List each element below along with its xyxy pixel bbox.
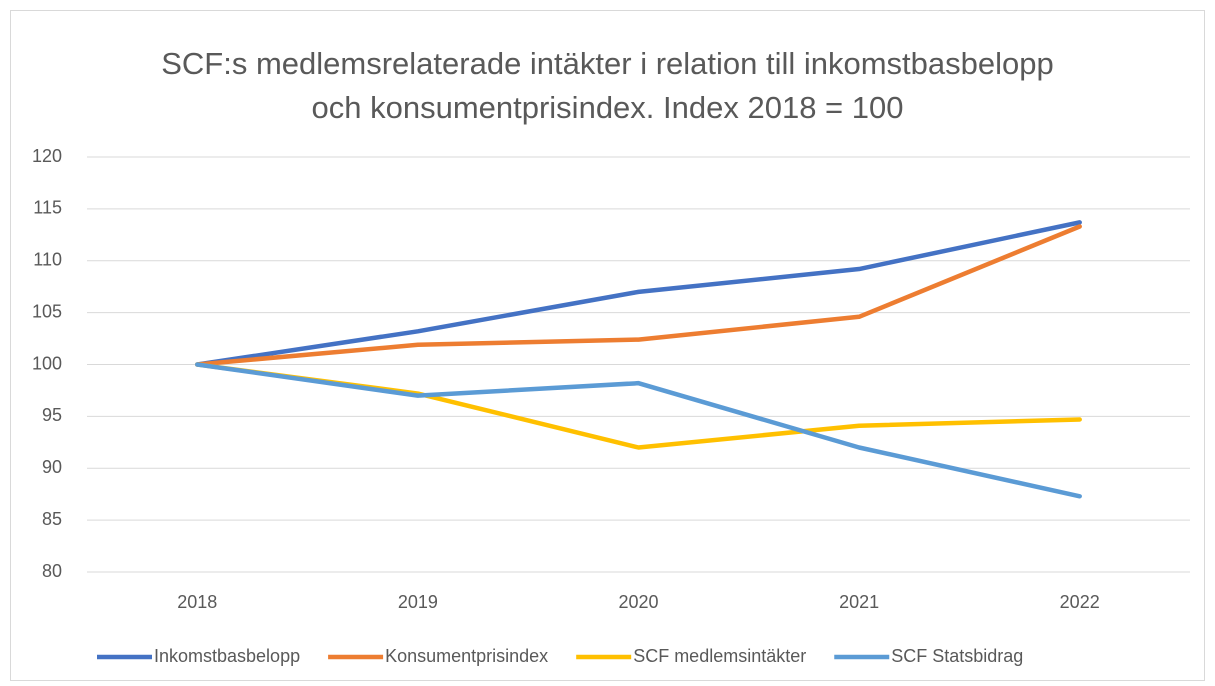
legend-label: SCF medlemsintäkter (633, 646, 806, 666)
series-line (195, 362, 1082, 499)
x-tick-label: 2018 (177, 592, 217, 612)
y-tick-label: 80 (42, 561, 62, 581)
chart-title: SCF:s medlemsrelaterade intäkter i relat… (161, 46, 1054, 125)
legend-label: Inkomstbasbelopp (154, 646, 300, 666)
y-tick-label: 85 (42, 509, 62, 529)
series-line (195, 220, 1082, 367)
legend-label: Konsumentprisindex (385, 646, 548, 666)
x-tick-label: 2020 (618, 592, 658, 612)
x-tick-label: 2022 (1060, 592, 1100, 612)
y-tick-label: 100 (32, 353, 62, 373)
y-tick-label: 90 (42, 457, 62, 477)
x-tick-label: 2019 (398, 592, 438, 612)
y-tick-label: 110 (33, 250, 62, 270)
y-tick-label: 95 (42, 405, 62, 425)
legend-label: SCF Statsbidrag (891, 646, 1023, 666)
chart-border (10, 10, 1205, 681)
y-tick-label: 105 (32, 301, 62, 321)
y-tick-label: 115 (33, 198, 62, 218)
x-tick-label: 2021 (839, 592, 879, 612)
series-line (195, 224, 1082, 367)
y-tick-label: 120 (32, 146, 62, 166)
